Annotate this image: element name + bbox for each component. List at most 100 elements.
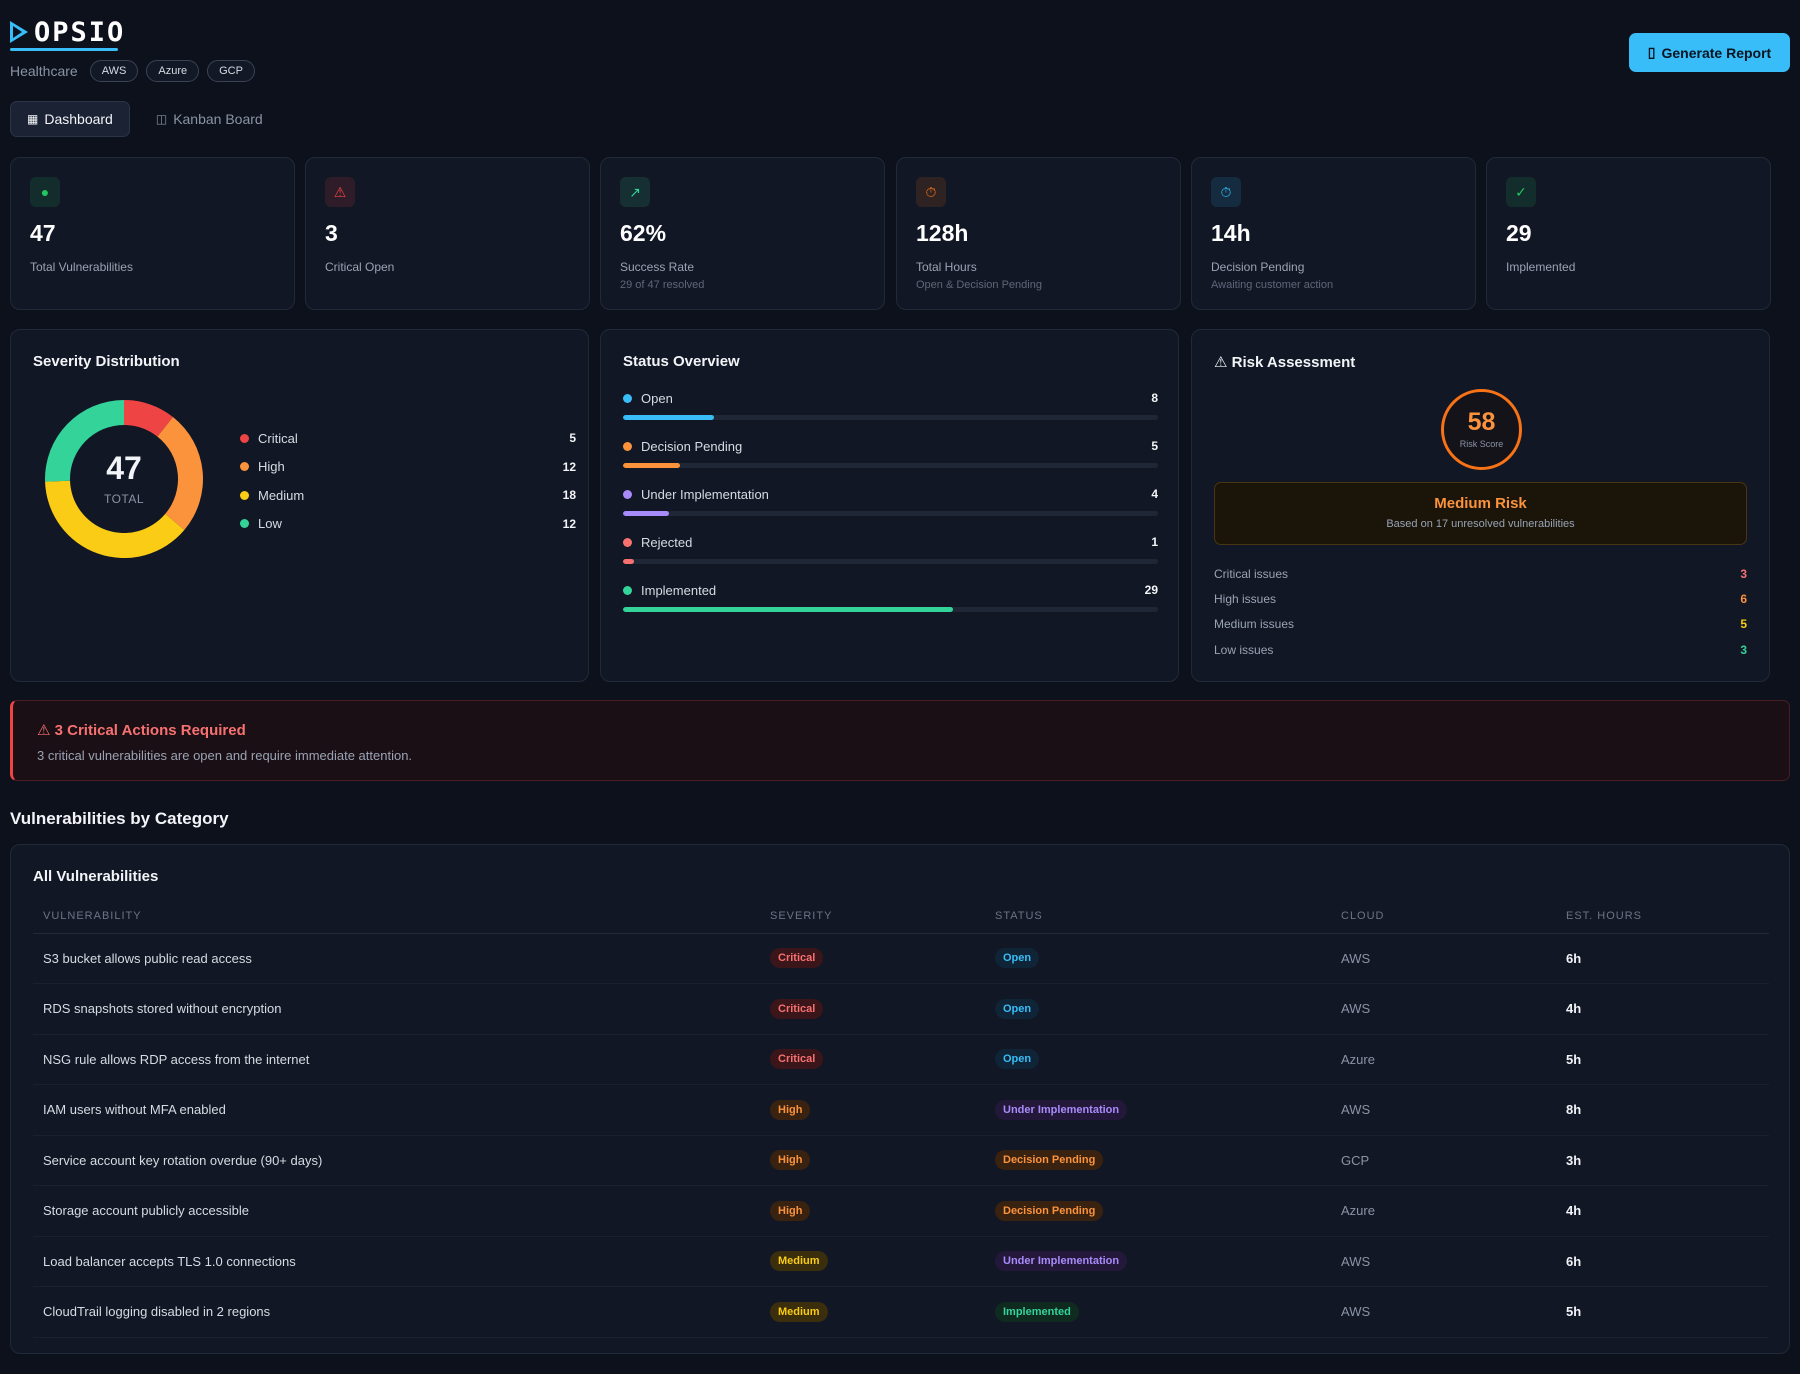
donut-total: 47 [106,450,142,486]
severity-distribution-panel: Severity Distribution 47 TOTAL Critical 5… [10,329,589,682]
status-label: Decision Pending [641,438,743,454]
stat-label: Total Hours [916,260,977,274]
status-list: Open 8 Decision Pending 5 Under Implementati… [623,389,1158,629]
status-progress-fill [623,415,715,420]
severity-cell: Critical [760,1034,985,1085]
grid-icon: ▦ [27,112,39,126]
stat-sublabel: 29 of 47 resolved [620,279,705,291]
column-header-status[interactable]: STATUS [985,900,1331,934]
risk-row-label: Medium issues [1214,617,1295,632]
status-overview-panel: Status Overview Open 8 Decision Pending 5 Un… [600,329,1179,682]
tab-dashboard[interactable]: ▦ Dashboard [10,101,130,137]
severity-cell: High [760,1135,985,1186]
risk-score-value: 58 [1467,408,1496,436]
status-badge: Implemented [995,1301,1079,1322]
severity-cell: Critical [760,983,985,1035]
status-dot-icon [623,537,632,547]
stat-sublabel: Open & Decision Pending [916,279,1042,291]
donut-slice-medium[interactable] [45,480,185,558]
severity-badge: Medium [770,1301,828,1322]
cloud-cell: AWS [1331,1084,1556,1136]
alert-body: 3 critical vulnerabilities are open and … [37,748,413,763]
view-tabs: ▦ Dashboard ◫ Kanban Board [10,101,279,137]
table-row[interactable]: CloudTrail logging disabled in 2 regions… [33,1286,1769,1338]
risk-row-label: Low issues [1214,642,1274,657]
legend-value: 5 [569,431,576,446]
donut-center: 47 TOTAL [45,400,203,558]
legend-value: 12 [562,459,576,474]
status-badge: Under Implementation [995,1099,1128,1120]
generate-report-button[interactable]: ▯ Generate Report [1629,33,1790,72]
status-count: 4 [1151,487,1158,501]
status-head: Rejected 1 [623,533,1158,551]
vulnerabilities-table: VULNERABILITY SEVERITY STATUS CLOUD EST.… [33,900,1769,1338]
vulnerability-name[interactable]: NSG rule allows RDP access from the inte… [33,1034,760,1085]
clock-icon: ⏱ [916,177,946,207]
cloud-cell: AWS [1331,1286,1556,1338]
vulnerability-name[interactable]: Service account key rotation overdue (90… [33,1135,760,1186]
logo-underline [10,48,118,51]
risk-basis: Based on 17 unresolved vulnerabilities [1386,518,1575,530]
section-title: Vulnerabilities by Category [10,809,229,828]
donut-slice-critical[interactable] [124,400,173,437]
donut-slice-high[interactable] [157,417,203,531]
stat-value: 47 [30,220,56,246]
cloud-cell: AWS [1331,933,1556,984]
tab-kanban-board[interactable]: ◫ Kanban Board [140,101,279,137]
severity-badge: Critical [770,948,824,969]
tab-dashboard-label: Dashboard [44,111,113,127]
vulnerability-name[interactable]: IAM users without MFA enabled [33,1084,760,1136]
vulnerability-name[interactable]: RDS snapshots stored without encryption [33,983,760,1035]
status-cell: Open [985,1034,1331,1085]
column-header-est-hours[interactable]: EST. HOURS [1556,900,1769,934]
legend-value: 12 [562,516,576,531]
table-row[interactable]: IAM users without MFA enabled High Under I… [33,1084,1769,1136]
table-row[interactable]: Load balancer accepts TLS 1.0 connection… [33,1236,1769,1287]
column-header-vulnerability[interactable]: VULNERABILITY [33,900,760,934]
logo[interactable]: OPSIO [10,14,1790,51]
severity-donut-chart: 47 TOTAL [45,400,203,558]
status-badge: Under Implementation [995,1251,1128,1272]
legend-dot-icon [240,462,249,472]
column-header-severity[interactable]: SEVERITY [760,900,985,934]
status-item-decision-pending: Decision Pending 5 [623,437,1158,485]
stat-value: 128h [916,220,969,246]
est-hours-cell: 4h [1556,983,1769,1035]
stat-card-implemented: ✓ 29 Implemented [1486,157,1771,310]
stat-label: Implemented [1506,260,1576,274]
est-hours-cell: 5h [1556,1286,1769,1338]
column-header-cloud[interactable]: CLOUD [1331,900,1556,934]
risk-row-high-issues: High issues 6 [1214,586,1747,611]
severity-badge: Critical [770,1049,824,1070]
status-cell: Implemented [985,1286,1331,1338]
risk-level-box: Medium Risk Based on 17 unresolved vulne… [1214,482,1747,545]
vulnerability-name[interactable]: Storage account publicly accessible [33,1185,760,1237]
table-row[interactable]: NSG rule allows RDP access from the inte… [33,1034,1769,1085]
severity-cell: Critical [760,933,985,984]
donut-slice-low[interactable] [45,400,124,482]
legend-value: 18 [562,488,576,503]
table-row[interactable]: S3 bucket allows public read access Criti… [33,933,1769,984]
status-cell: Open [985,933,1331,984]
stat-label: Decision Pending [1211,260,1305,274]
status-item-open: Open 8 [623,389,1158,437]
critical-actions-alert: ⚠ 3 Critical Actions Required 3 critical… [10,700,1790,781]
legend-label: Low [258,516,282,532]
table-row[interactable]: Service account key rotation overdue (90… [33,1135,1769,1186]
cloud-cell: AWS [1331,983,1556,1035]
vulnerability-name[interactable]: Load balancer accepts TLS 1.0 connection… [33,1236,760,1287]
cloud-pill-aws: AWS [89,60,139,82]
status-head: Open 8 [623,389,1158,407]
cloud-pill-gcp: GCP [207,60,255,82]
severity-badge: High [770,1099,811,1120]
table-row[interactable]: Storage account publicly accessible High D… [33,1185,1769,1237]
table-row[interactable]: RDS snapshots stored without encryption C… [33,983,1769,1035]
vulnerability-name[interactable]: CloudTrail logging disabled in 2 regions [33,1286,760,1338]
vulnerability-name[interactable]: S3 bucket allows public read access [33,933,760,984]
dot-icon: ● [30,177,60,207]
est-hours-cell: 4h [1556,1185,1769,1237]
panel-title: ⚠ Risk Assessment [1214,354,1356,371]
table-body: S3 bucket allows public read access Criti… [33,933,1769,1338]
status-progress-fill [623,559,635,564]
status-cell: Open [985,983,1331,1035]
